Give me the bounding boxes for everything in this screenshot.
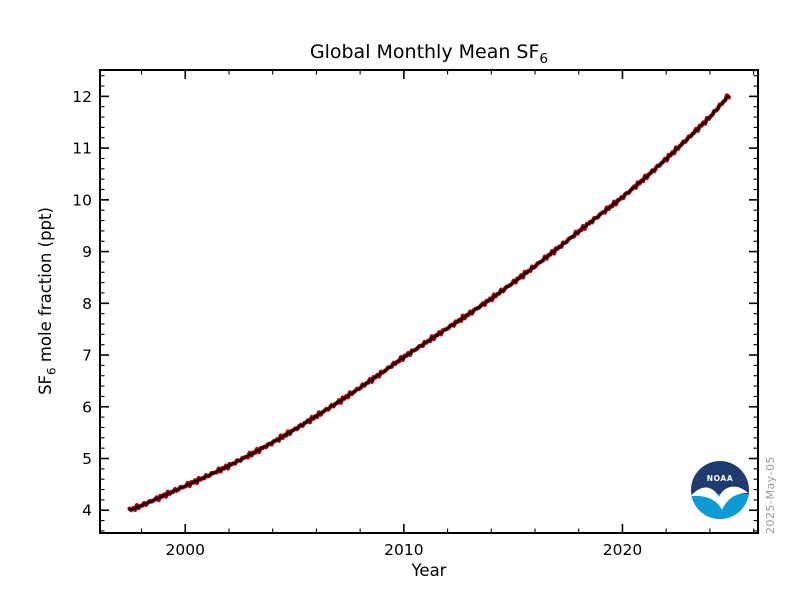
monthly-mean-line-black <box>128 95 731 511</box>
y-tick-label: 9 <box>82 243 92 261</box>
chart-title-subscript: 6 <box>539 50 549 67</box>
x-tick-label: 2020 <box>603 541 642 559</box>
y-tick-label: 12 <box>72 88 92 106</box>
y-tick-label: 10 <box>72 191 92 209</box>
y-tick-label: 5 <box>82 450 92 468</box>
noaa-logo: NOAA <box>691 461 749 519</box>
plot-border <box>99 69 759 534</box>
y-tick-label: 4 <box>82 502 92 520</box>
x-axis-label: Year <box>411 561 447 580</box>
x-tick-label: 2000 <box>166 541 205 559</box>
y-tick-label: 8 <box>82 295 92 313</box>
y-tick-label: 7 <box>82 347 92 365</box>
chart-title: Global Monthly Mean SF6 <box>100 41 758 67</box>
chart-title-text: Global Monthly Mean SF <box>309 41 540 63</box>
noaa-logo-text: NOAA <box>707 474 733 483</box>
x-tick-label: 2010 <box>384 541 423 559</box>
trend-line-red <box>127 93 731 513</box>
y-tick-label: 11 <box>72 140 92 158</box>
noaa-seagull-icon <box>691 486 748 510</box>
y-tick-label: 6 <box>82 398 92 416</box>
